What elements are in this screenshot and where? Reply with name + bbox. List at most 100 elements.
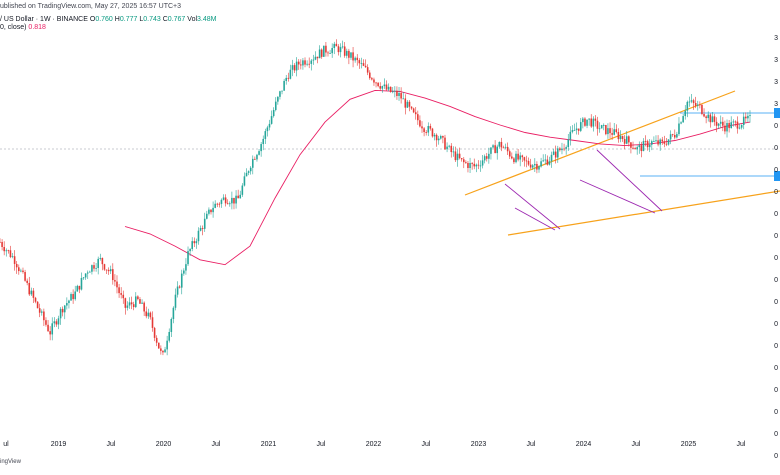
candle-body <box>160 348 162 351</box>
candle-body <box>24 272 26 281</box>
candle-body <box>485 156 488 159</box>
candle-body <box>563 148 565 150</box>
x-tick-label: Jul <box>422 441 431 448</box>
candle-body <box>348 50 350 58</box>
candle-body <box>440 136 442 139</box>
channel-lower-line[interactable] <box>507 190 780 236</box>
candle-body <box>47 324 49 332</box>
candle-body <box>7 250 10 252</box>
candle-body <box>573 130 576 131</box>
candle-body <box>684 110 687 117</box>
channel-upper-line[interactable] <box>464 90 736 196</box>
candle-body <box>105 269 108 271</box>
high-label: H <box>114 16 120 23</box>
candle-body <box>1 241 3 247</box>
y-tick-label: 0 <box>774 255 778 262</box>
candle-body <box>89 271 91 273</box>
candle-body <box>304 60 306 65</box>
candle-body <box>719 121 722 124</box>
candle-body <box>467 162 469 169</box>
candle-body <box>730 122 732 129</box>
candle-body <box>107 269 110 272</box>
candle-body <box>577 128 580 131</box>
candle-body <box>389 86 392 92</box>
candle-body <box>210 209 212 213</box>
candle-body <box>471 162 473 164</box>
candle-body <box>617 132 620 140</box>
candle-body <box>598 128 601 130</box>
candle-body <box>331 47 333 54</box>
wedge2-lower-line[interactable] <box>579 179 656 214</box>
candle-body <box>145 311 148 317</box>
candle-body <box>28 282 31 295</box>
wedge2-upper-line[interactable] <box>596 149 663 212</box>
x-tick-label: 2019 <box>51 441 67 448</box>
candle-body <box>383 84 386 87</box>
x-tick-label: Jul <box>632 441 641 448</box>
candle-body <box>458 153 461 159</box>
candle-body <box>592 118 595 127</box>
candle-body <box>139 299 141 304</box>
candle-body <box>391 91 394 93</box>
candle-body <box>216 203 219 205</box>
candle-body <box>55 321 58 325</box>
y-tick-label: 0 <box>774 277 778 284</box>
candle-body <box>740 125 743 128</box>
candle-body <box>0 241 1 243</box>
tradingview-brand: ingView <box>0 459 21 465</box>
candle-body <box>615 129 618 133</box>
candle-body <box>529 164 532 168</box>
x-tick-label: Jul <box>317 441 326 448</box>
candle-body <box>310 60 313 64</box>
candle-body <box>653 141 655 142</box>
candle-body <box>734 121 737 123</box>
y-tick-label: 3 <box>774 101 778 108</box>
candle-body <box>356 57 359 61</box>
candle-body <box>172 307 175 319</box>
candle-body <box>86 272 89 274</box>
candle-body <box>490 147 492 154</box>
candle-body <box>421 126 423 129</box>
candle-body <box>247 171 250 173</box>
candle-body <box>404 98 407 108</box>
candle-body <box>536 164 538 170</box>
wedge1-lower-line[interactable] <box>514 207 556 231</box>
candle-body <box>199 228 202 231</box>
candle-body <box>191 241 194 249</box>
candle-body <box>665 143 668 145</box>
candle-body <box>134 296 137 308</box>
candle-body <box>368 72 371 79</box>
x-tick-label: 2023 <box>471 441 487 448</box>
candle-body <box>323 45 325 57</box>
candle-body <box>630 142 632 148</box>
candle-body <box>164 349 166 353</box>
candle-body <box>189 248 191 252</box>
candle-body <box>546 159 549 165</box>
candle-body <box>245 172 248 177</box>
candle-body <box>450 145 453 153</box>
wedge1-upper-line[interactable] <box>504 183 561 230</box>
candle-body <box>78 285 81 290</box>
candle-body <box>613 129 616 135</box>
candle-body <box>283 80 285 91</box>
candle-body <box>417 114 419 121</box>
candle-body <box>400 92 402 99</box>
candle-body <box>579 122 582 131</box>
candle-body <box>360 63 363 64</box>
candle-body <box>437 138 440 141</box>
candle-body <box>327 52 329 54</box>
candle-body <box>703 113 705 117</box>
candle-body <box>5 250 8 252</box>
x-axis: ul 2019 Jul 2020 Jul 2021 Jul 2022 Jul 2023 Jul 202… <box>3 441 746 448</box>
candle-body <box>410 106 413 109</box>
candle-body <box>709 114 712 123</box>
candle-body <box>40 311 43 313</box>
candle-body <box>201 228 204 229</box>
candle-body <box>427 126 430 133</box>
candle-body <box>126 305 129 308</box>
candle-body <box>699 104 701 106</box>
candle-body <box>575 128 578 131</box>
candle-body <box>429 126 432 129</box>
